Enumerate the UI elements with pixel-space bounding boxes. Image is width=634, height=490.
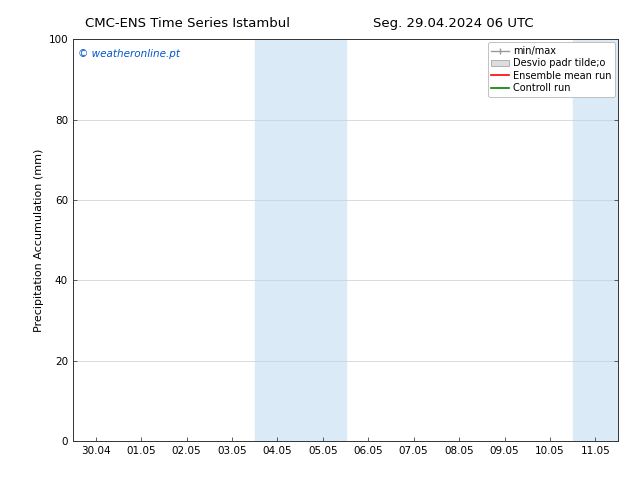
Text: CMC-ENS Time Series Istambul: CMC-ENS Time Series Istambul (84, 17, 290, 30)
Text: Seg. 29.04.2024 06 UTC: Seg. 29.04.2024 06 UTC (373, 17, 534, 30)
Text: © weatheronline.pt: © weatheronline.pt (79, 49, 180, 59)
Legend: min/max, Desvio padr tilde;o, Ensemble mean run, Controll run: min/max, Desvio padr tilde;o, Ensemble m… (488, 42, 615, 97)
Bar (573, 39, 634, 441)
Y-axis label: Precipitation Accumulation (mm): Precipitation Accumulation (mm) (34, 148, 44, 332)
Bar (255, 39, 346, 441)
